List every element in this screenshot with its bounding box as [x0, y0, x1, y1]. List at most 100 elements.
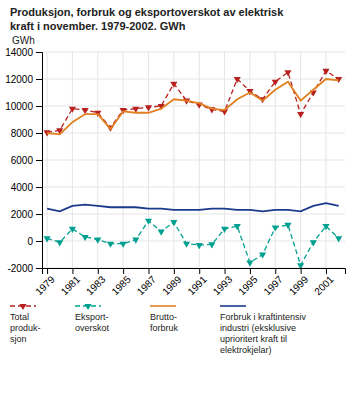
series-marker [259, 252, 266, 258]
series-marker [208, 242, 215, 248]
series-marker [183, 242, 190, 248]
series-marker [69, 107, 76, 113]
x-tick-mark [47, 268, 48, 274]
x-tick-mark [148, 268, 149, 274]
grid-line-y [42, 106, 345, 107]
grid-line-y [42, 241, 345, 242]
series-marker [196, 243, 203, 249]
legend-item: Eksport-overskot [75, 304, 110, 333]
x-tick: 1999 [287, 268, 311, 297]
x-tick-mark [275, 268, 276, 274]
y-tick-mark [36, 160, 42, 161]
series-marker [145, 105, 152, 111]
title-line: Produksjon, forbruk og eksportoverskot a… [10, 6, 284, 18]
y-tick-mark [36, 79, 42, 80]
series-marker [145, 219, 152, 225]
x-tick: 1995 [236, 268, 260, 297]
y-tick: 12000 [5, 74, 42, 85]
legend-label: Eksport-overskot [75, 312, 110, 333]
x-tick-label: 1993 [211, 273, 235, 297]
x-tick: 1997 [261, 268, 285, 297]
series-marker [56, 240, 63, 246]
y-tick: -2000 [7, 263, 42, 274]
y-axis-line [36, 53, 43, 269]
title: Produksjon, forbruk og eksportoverskot a… [10, 6, 284, 32]
series-marker [310, 240, 317, 246]
y-tick: 6000 [11, 155, 42, 166]
grid-line-y [42, 79, 345, 80]
series-marker [170, 220, 177, 226]
grid-line-x [300, 52, 301, 268]
legend-label-line: forbruk [150, 323, 179, 333]
x-tick-label: 1991 [185, 273, 209, 297]
legend-label: Forbruk i kraftintensivindustri (eksklus… [220, 312, 307, 355]
y-tick-mark [36, 214, 42, 215]
x-tick-label: 1997 [261, 273, 285, 297]
legend-label-line: industri (eksklusive [220, 323, 296, 333]
x-tick: 1993 [211, 268, 235, 297]
x-tick: 1979 [33, 268, 57, 297]
x-axis: 1979198119831985198719891991199319951997… [33, 268, 345, 297]
x-tick-label: 1981 [59, 273, 83, 297]
y-tick-label: -2000 [7, 263, 33, 274]
x-tick-mark [250, 268, 251, 274]
legend-label: Brutto-forbruk [150, 312, 179, 333]
legend-item: Brutto-forbruk [150, 306, 179, 333]
series-marker [107, 242, 114, 248]
x-tick: 1985 [109, 268, 133, 297]
grid-line-x [199, 52, 200, 268]
y-tick-label: 8000 [11, 128, 34, 139]
legend-label-line: Forbruk i kraftintensiv [220, 312, 307, 322]
plot-area [44, 69, 343, 268]
series-marker [284, 223, 291, 229]
series-marker [322, 224, 329, 230]
legend-marker [19, 304, 26, 310]
series-marker [335, 236, 342, 242]
grid-line-x [224, 52, 225, 268]
grid-line-y [42, 133, 345, 134]
series-line [47, 221, 339, 266]
series-marker [297, 263, 304, 268]
series-marker [234, 77, 241, 83]
x-tick-label: 1979 [33, 273, 57, 297]
y-tick-mark [36, 187, 42, 188]
y-tick-label: 4000 [11, 182, 34, 193]
series-marker [284, 70, 291, 76]
legend-item: Totalproduk-sjon [10, 304, 41, 344]
legend-label-line: elektrokjelar) [220, 345, 272, 355]
x-tick-label: 1995 [236, 273, 260, 297]
series-marker [94, 238, 101, 244]
y-tick-label: 2000 [11, 209, 34, 220]
y-tick-mark [36, 106, 42, 107]
legend: Totalproduk-sjon Eksport-overskot Brutto-f… [10, 304, 307, 355]
y-axis: -200002000400060008000100001200014000 [5, 47, 42, 274]
grid-line-y [42, 214, 345, 215]
grid-line-y [42, 160, 345, 161]
x-tick-label: 1987 [135, 273, 159, 297]
grid-line-y [42, 187, 345, 188]
legend-label-line: uprioritert kraft til [220, 334, 287, 344]
legend-label: Totalproduk-sjon [10, 312, 41, 344]
x-tick-label: 1989 [160, 273, 184, 297]
x-tick: 1989 [160, 268, 184, 297]
x-tick: 2001 [312, 268, 336, 297]
y-tick-label: 12000 [5, 74, 33, 85]
x-tick: 1991 [185, 268, 209, 297]
legend-item: Forbruk i kraftintensivindustri (eksklus… [220, 306, 307, 355]
x-tick: 1983 [84, 268, 108, 297]
chart: Produksjon, forbruk og eksportoverskot a… [0, 0, 357, 396]
legend-label-line: sjon [10, 334, 27, 344]
series-marker [132, 238, 139, 244]
grid [42, 52, 345, 268]
legend-label-line: Brutto- [150, 312, 177, 322]
x-tick-mark [199, 268, 200, 274]
x-axis-line [43, 269, 346, 275]
x-tick: 1987 [135, 268, 159, 297]
legend-label-line: Total [10, 312, 29, 322]
series-line [47, 79, 339, 134]
legend-marker [84, 304, 91, 310]
series-marker [158, 229, 165, 235]
series-marker [69, 227, 76, 233]
legend-label-line: produk- [10, 323, 41, 333]
x-tick-label: 1999 [287, 273, 311, 297]
